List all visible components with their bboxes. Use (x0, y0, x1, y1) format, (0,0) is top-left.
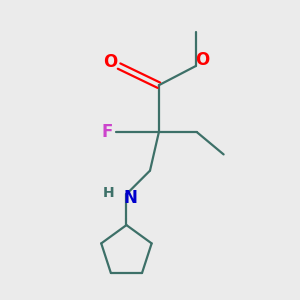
Text: F: F (102, 123, 113, 141)
Text: H: H (103, 186, 115, 200)
Text: O: O (103, 53, 117, 71)
Text: N: N (124, 189, 138, 207)
Text: O: O (195, 51, 209, 69)
